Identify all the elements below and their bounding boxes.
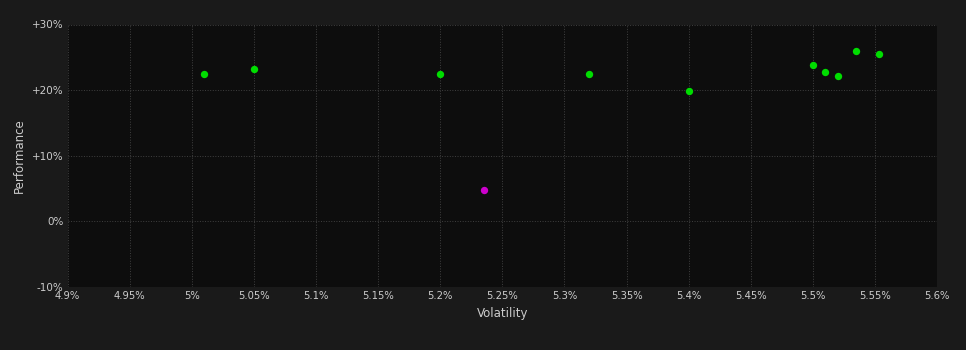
Point <box>246 66 262 72</box>
Point <box>476 187 492 192</box>
Point <box>848 48 864 54</box>
Point <box>871 51 887 57</box>
Point <box>817 69 833 75</box>
Point <box>830 73 845 78</box>
Y-axis label: Performance: Performance <box>14 118 26 193</box>
Point <box>582 71 597 77</box>
Point <box>433 71 448 77</box>
X-axis label: Volatility: Volatility <box>476 307 528 320</box>
Point <box>196 71 212 77</box>
Point <box>805 62 820 68</box>
Point <box>681 89 696 94</box>
